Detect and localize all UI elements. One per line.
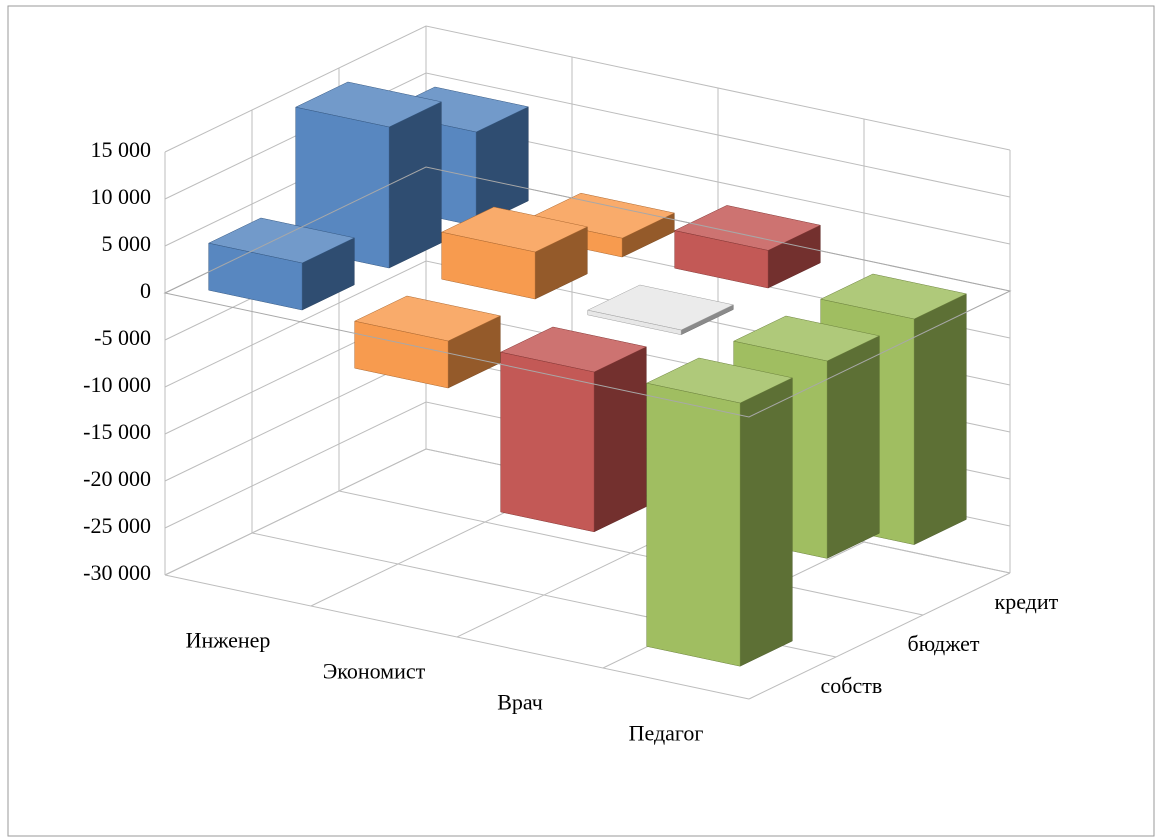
floor-line [748,572,1011,700]
zero-plane [163,166,1012,418]
y-tick-label: -15 000 [83,419,151,444]
y-tick-label: 0 [140,278,151,303]
y-tick-label: 10 000 [91,184,152,209]
bar [586,284,735,336]
bar-front [646,382,741,667]
y-tick-label: 15 000 [91,137,152,162]
bar [207,217,356,311]
bar-front [208,242,303,311]
series-label: собств [821,673,883,698]
bar-front [500,351,595,533]
y-tick-label: 5 000 [102,231,152,256]
bar-side [739,377,793,667]
y-tick-label: -20 000 [83,466,151,491]
floor-line [164,574,750,700]
floor-line [338,490,924,616]
bar-front [674,230,769,289]
bar-side [388,101,442,269]
bar-front [441,231,536,300]
bar-side [593,346,647,533]
x-tick-label: Педагог [629,721,704,746]
bar-front [587,309,682,336]
y-tick-label: -5 000 [94,325,151,350]
bar [294,81,443,269]
bar-front [295,106,390,269]
x-tick-label: Экономист [323,659,426,684]
bar [645,357,794,667]
y-tick-label: -30 000 [83,560,151,585]
floor-line [164,448,427,576]
x-tick-label: Инженер [186,628,271,653]
bar [499,326,648,533]
series-label: бюджет [908,631,980,656]
series-label: кредит [995,589,1059,614]
x-tick-label: Врач [497,690,543,715]
bar-side [826,335,880,559]
bar [440,206,589,300]
y-tick-label: -25 000 [83,513,151,538]
y-tick-label: -10 000 [83,372,151,397]
bar-side [913,293,967,546]
bar [673,205,822,289]
